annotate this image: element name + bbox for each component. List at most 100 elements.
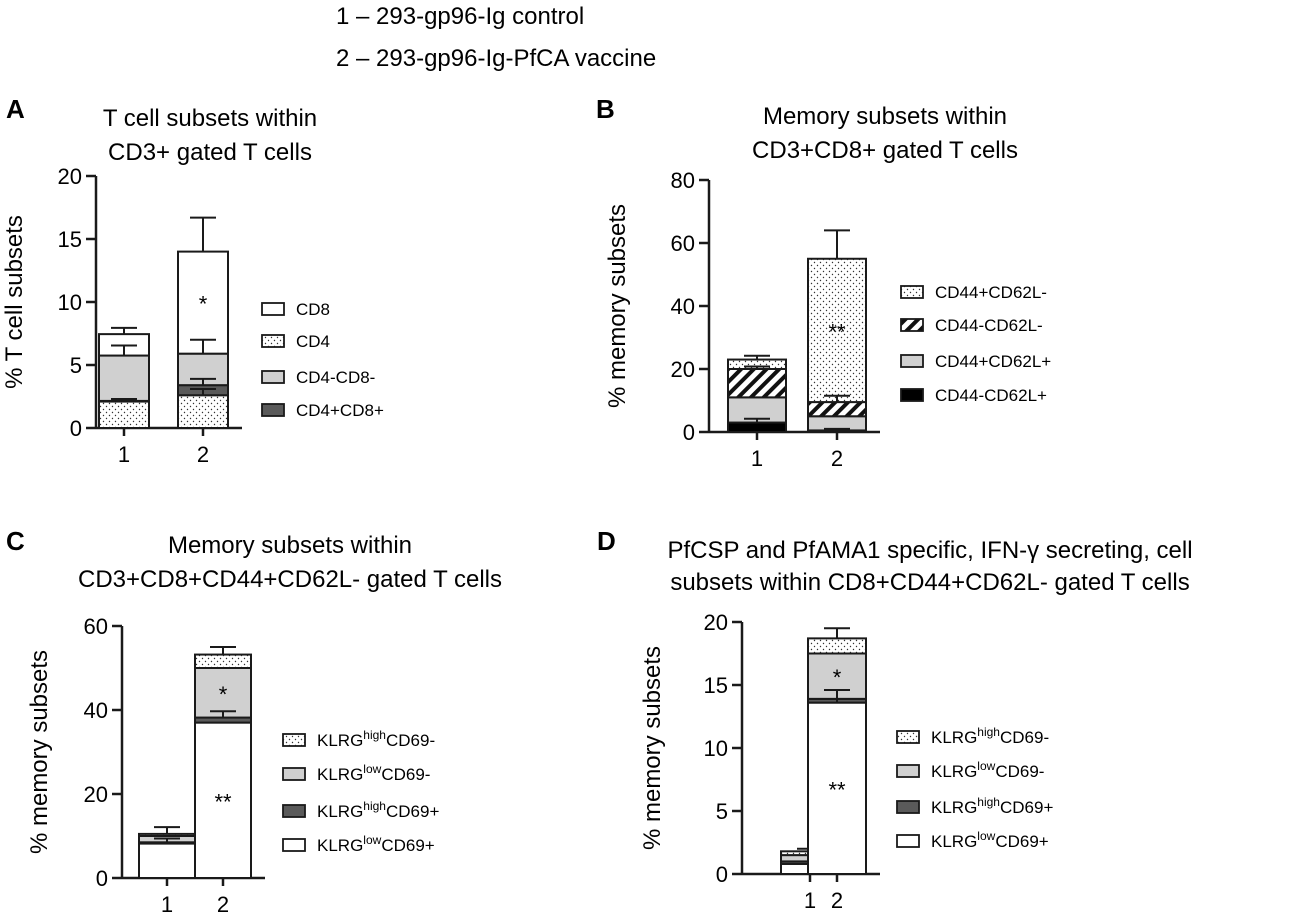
- legend-swatch: [282, 804, 306, 818]
- legend-swatch: [896, 730, 920, 744]
- legend-label: KLRGlowCD69-: [317, 762, 430, 784]
- y-tick-label: 40: [671, 294, 695, 319]
- y-tick-label: 15: [704, 673, 728, 698]
- y-tick-label: 80: [671, 168, 695, 193]
- legend-label: CD44+CD62L+: [935, 352, 1051, 371]
- legend-label: CD44-CD62L+: [935, 386, 1047, 405]
- panel-d: D PfCSP and PfAMA1 specific, IFN-γ secret…: [597, 526, 1193, 913]
- y-tick-label: 15: [58, 227, 82, 252]
- panel-letter: D: [597, 526, 616, 556]
- bar-segment: [727, 368, 787, 399]
- bar-segment: [138, 842, 196, 879]
- legend-swatch: [900, 285, 924, 299]
- chart-title-line: subsets within CD8+CD44+CD62L- gated T c…: [670, 569, 1189, 596]
- legend-swatch: [261, 403, 285, 417]
- legend-label: CD4+CD8+: [296, 401, 384, 420]
- legend-swatch: [896, 834, 920, 848]
- bar-segment: [807, 701, 867, 876]
- legend-label: KLRGlowCD69-: [931, 759, 1044, 781]
- chart-title-line: CD3+CD8+ gated T cells: [752, 137, 1018, 164]
- bar-segment: [727, 421, 787, 433]
- y-tick-label: 5: [716, 799, 728, 824]
- y-tick-label: 20: [671, 357, 695, 382]
- y-tick-label: 10: [58, 290, 82, 315]
- bar-segment: [807, 401, 867, 418]
- legend-label: CD44-CD62L-: [935, 316, 1043, 335]
- legend-label: CD4-CD8-: [296, 368, 375, 387]
- y-tick-label: 20: [704, 610, 728, 635]
- y-axis-label: % memory subsets: [26, 650, 53, 854]
- y-axis-label: % T cell subsets: [1, 215, 28, 389]
- y-tick-label: 60: [671, 231, 695, 256]
- significance-mark: *: [199, 292, 208, 317]
- significance-mark: **: [828, 319, 846, 344]
- legend-swatch: [282, 733, 306, 747]
- legend-label: CD8: [296, 300, 330, 319]
- panel-letter: C: [6, 526, 25, 556]
- panel-a: A T cell subsets within CD3+ gated T cells…: [1, 94, 384, 467]
- group-legend-header: 1 – 293-gp96-Ig control 2 – 293-gp96-Ig-…: [336, 3, 656, 72]
- chart-title-line: Memory subsets within: [763, 103, 1007, 130]
- y-tick-label: 5: [70, 353, 82, 378]
- x-tick-label: 1: [804, 888, 816, 913]
- chart-title-line: PfCSP and PfAMA1 specific, IFN-γ secreti…: [667, 537, 1192, 564]
- y-tick-label: 60: [84, 614, 108, 639]
- legend-swatch: [900, 318, 924, 332]
- legend-swatch: [896, 800, 920, 814]
- y-tick-label: 40: [84, 698, 108, 723]
- legend-label: CD44+CD62L-: [935, 283, 1047, 302]
- chart-title-line: T cell subsets within: [103, 105, 317, 132]
- legend-swatch: [900, 354, 924, 368]
- bar-segment: [194, 653, 252, 669]
- chart-title-line: Memory subsets within: [168, 532, 412, 559]
- legend-label: KLRGhighCD69-: [931, 725, 1049, 747]
- legend-swatch: [900, 388, 924, 402]
- panel-letter: A: [6, 94, 25, 124]
- significance-mark: **: [214, 789, 232, 814]
- legend-swatch: [261, 302, 285, 316]
- bar-segment: [98, 400, 150, 430]
- y-axis-label: % memory subsets: [604, 204, 631, 408]
- y-tick-label: 0: [96, 866, 108, 891]
- x-tick-label: 2: [197, 442, 209, 467]
- legend-label: CD4: [296, 332, 330, 351]
- panel-b: B Memory subsets within CD3+CD8+ gated T c…: [596, 94, 1051, 471]
- y-axis-label: % memory subsets: [639, 646, 666, 850]
- x-tick-label: 2: [831, 888, 843, 913]
- bar-segment: [177, 394, 229, 429]
- x-tick-label: 2: [217, 892, 229, 917]
- x-tick-label: 1: [161, 892, 173, 917]
- bar-segment: [807, 257, 867, 404]
- x-tick-label: 2: [831, 446, 843, 471]
- y-tick-label: 20: [84, 782, 108, 807]
- significance-mark: *: [833, 665, 842, 690]
- group-label-1: 1 – 293-gp96-Ig control: [336, 3, 584, 30]
- significance-mark: **: [828, 777, 846, 802]
- y-tick-label: 0: [683, 420, 695, 445]
- x-tick-label: 1: [751, 446, 763, 471]
- y-tick-label: 10: [704, 736, 728, 761]
- bar-segment: [807, 637, 867, 655]
- panel-c: C Memory subsets within CD3+CD8+CD44+CD62L…: [6, 526, 502, 917]
- y-tick-label: 0: [70, 416, 82, 441]
- chart-title-line: CD3+ gated T cells: [108, 139, 312, 166]
- bar-segment: [98, 354, 150, 402]
- legend-swatch: [261, 334, 285, 348]
- legend-label: KLRGlowCD69+: [317, 833, 435, 855]
- x-tick-label: 1: [118, 442, 130, 467]
- panel-letter: B: [596, 94, 615, 124]
- chart-title-line: CD3+CD8+CD44+CD62L- gated T cells: [78, 566, 502, 593]
- group-label-2: 2 – 293-gp96-Ig-PfCA vaccine: [336, 45, 656, 72]
- bar-segment: [194, 721, 252, 879]
- legend-swatch: [896, 764, 920, 778]
- y-tick-label: 0: [716, 862, 728, 887]
- legend-label: KLRGlowCD69+: [931, 829, 1049, 851]
- legend-swatch: [282, 767, 306, 781]
- bar-segment: [138, 832, 196, 838]
- legend-swatch: [282, 838, 306, 852]
- legend-label: KLRGhighCD69+: [317, 799, 439, 821]
- legend-swatch: [261, 370, 285, 384]
- significance-mark: *: [219, 682, 228, 707]
- y-tick-label: 20: [58, 164, 82, 189]
